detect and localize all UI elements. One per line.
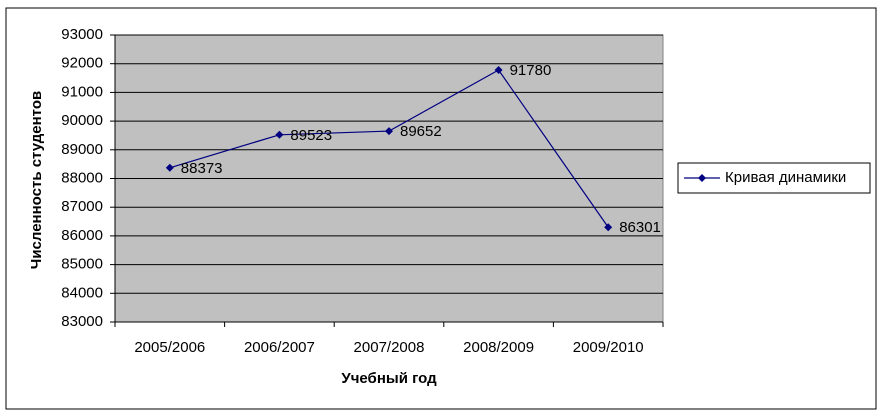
x-tick-label: 2008/2009 xyxy=(463,339,534,356)
y-tick-label: 93000 xyxy=(61,26,103,43)
y-tick-label: 90000 xyxy=(61,112,103,129)
data-point xyxy=(165,163,174,172)
data-label: 89652 xyxy=(400,123,442,140)
legend-label: Кривая динамики xyxy=(725,169,846,186)
y-tick-label: 91000 xyxy=(61,83,103,100)
data-point xyxy=(604,223,613,232)
legend-marker xyxy=(698,174,706,182)
x-tick-label: 2007/2008 xyxy=(354,339,425,356)
y-tick-label: 89000 xyxy=(61,141,103,158)
x-axis-title: Учебный год xyxy=(341,370,437,387)
data-point xyxy=(275,130,284,139)
y-tick-label: 84000 xyxy=(61,284,103,301)
y-tick-label: 87000 xyxy=(61,198,103,215)
data-label: 88373 xyxy=(181,160,223,177)
x-tick-label: 2006/2007 xyxy=(244,339,315,356)
y-axis-title: Численность студентов xyxy=(28,91,45,269)
y-tick-label: 92000 xyxy=(61,55,103,72)
data-label: 89523 xyxy=(290,127,332,144)
data-label: 91780 xyxy=(510,62,552,79)
x-tick-label: 2005/2006 xyxy=(134,339,205,356)
x-tick-label: 2009/2010 xyxy=(573,339,644,356)
y-tick-label: 85000 xyxy=(61,256,103,273)
data-label: 86301 xyxy=(619,219,661,236)
data-point xyxy=(385,127,393,136)
data-point xyxy=(494,66,503,75)
y-tick-label: 83000 xyxy=(61,313,103,330)
y-tick-label: 86000 xyxy=(61,227,103,244)
y-tick-label: 88000 xyxy=(61,169,103,186)
